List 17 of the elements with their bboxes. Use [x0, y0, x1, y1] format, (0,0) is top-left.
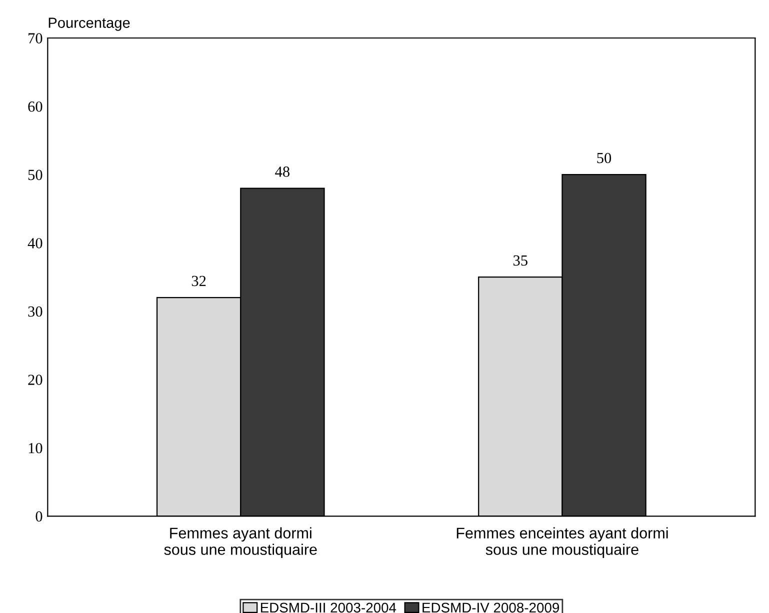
data-label: 35 [513, 255, 528, 266]
legend-label: EDSMD-IV 2008-2009 [422, 602, 560, 613]
legend-label: EDSMD-III 2003-2004 [260, 602, 396, 613]
data-label: 50 [597, 152, 612, 164]
y-axis-title: Pourcentage [48, 18, 130, 31]
y-tick-label: 50 [28, 170, 42, 180]
y-tick-label: 40 [28, 238, 42, 248]
y-tick-label: 30 [28, 306, 42, 317]
data-label: 32 [192, 276, 206, 286]
data-label: 48 [275, 166, 290, 177]
y-tick-label: 60 [28, 101, 42, 112]
y-tick-label: 20 [28, 374, 42, 385]
y-tick-label: 70 [28, 33, 42, 44]
y-tick-label: 0 [36, 511, 42, 522]
x-tick-label: Femmes enceintes ayant dormi sous une moustiquaire [456, 527, 668, 558]
y-tick-label: 10 [28, 442, 42, 454]
x-tick-label: Femmes ayant dormi sous une moustiquaire [164, 527, 317, 558]
